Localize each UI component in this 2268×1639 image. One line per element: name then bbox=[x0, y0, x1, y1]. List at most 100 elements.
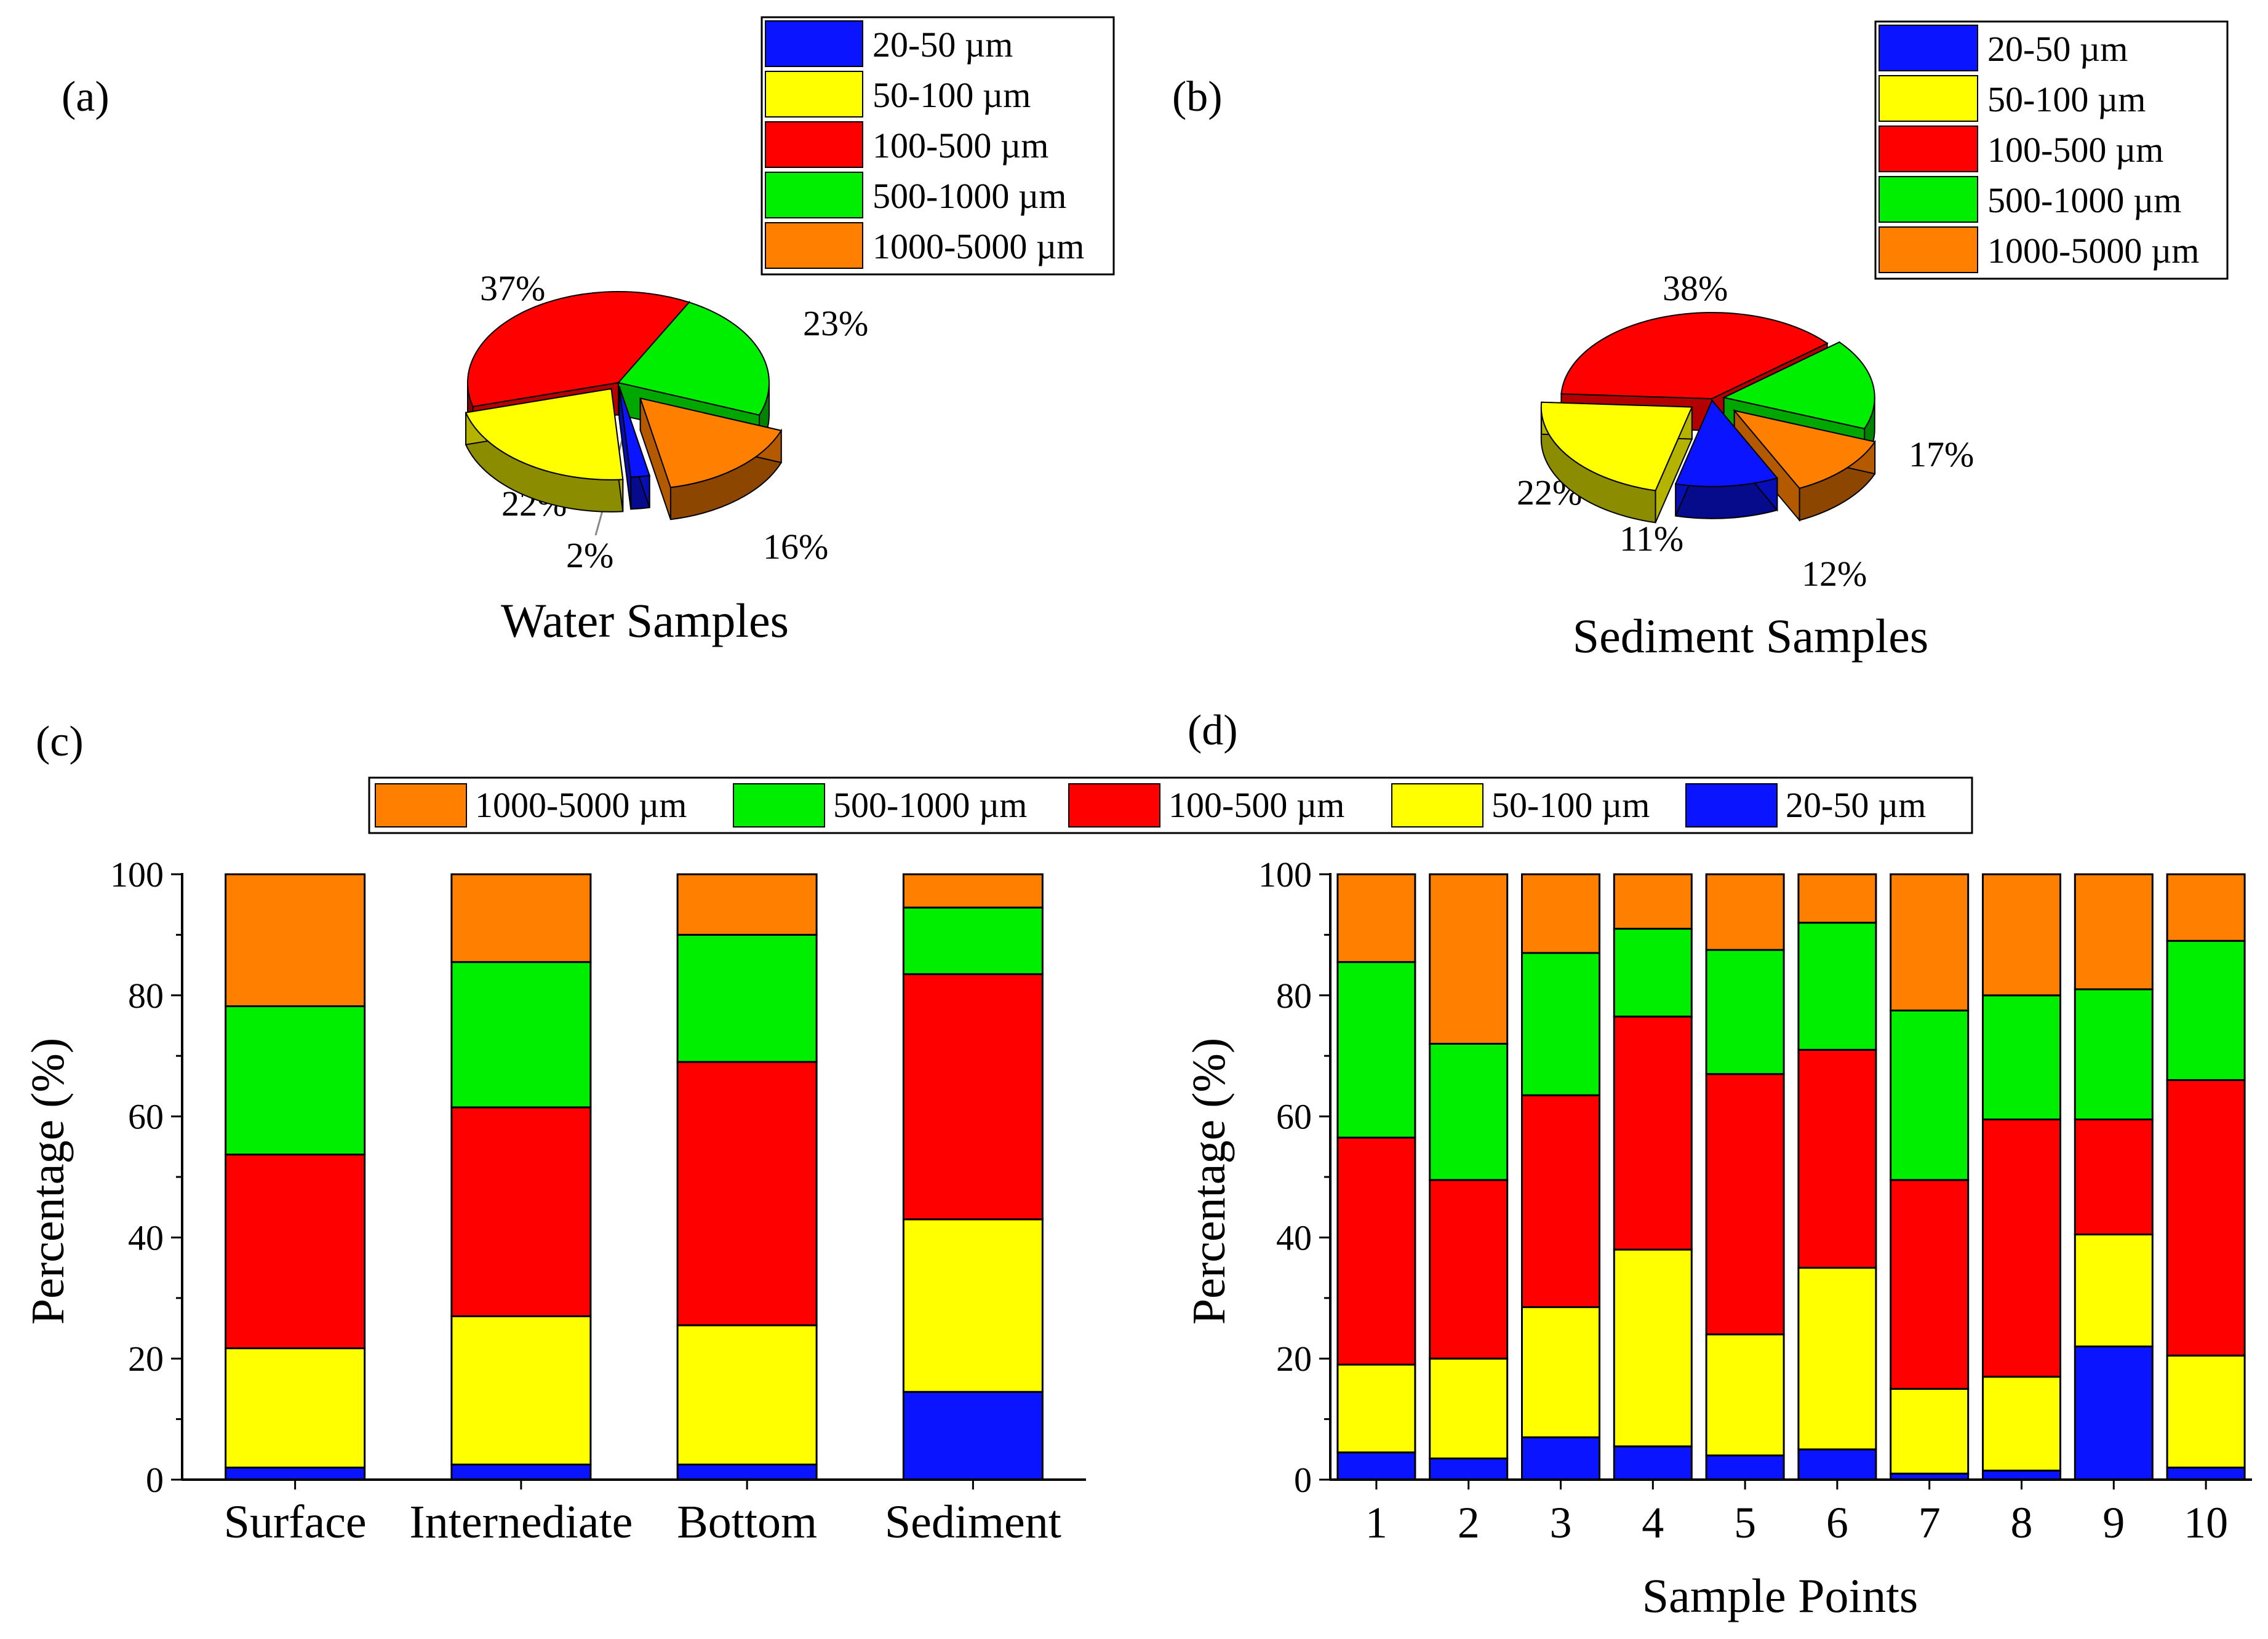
chart-c-ytick-0: 0 bbox=[146, 1460, 164, 1500]
chart-c-bar-internediate-500-1000-m bbox=[450, 961, 592, 1109]
chart-d-bar-8-500-1000-m bbox=[1982, 994, 2061, 1121]
chart-d-bar-3-100-500-m bbox=[1521, 1094, 1600, 1309]
shared-legend-text-500-1000-m: 500-1000 µm bbox=[833, 785, 1027, 825]
chart-d-bar-10-100-500-m bbox=[2166, 1079, 2246, 1357]
chart-c-bar-bottom-500-1000-m bbox=[676, 933, 818, 1063]
chart-c-bar-surface-20-50-m bbox=[225, 1466, 366, 1481]
chart-d-xtick-6: 6 bbox=[1826, 1498, 1848, 1547]
chart-d-bar-5-100-500-m bbox=[1705, 1073, 1785, 1336]
chart-d-bar-7-500-1000-m bbox=[1890, 1009, 1970, 1181]
chart-d-xtick-7: 7 bbox=[1919, 1498, 1941, 1547]
legend-b-text-100-500-m: 100-500 µm bbox=[1987, 130, 2163, 170]
chart-c-bar-surface-500-1000-m bbox=[225, 1005, 366, 1156]
pie-b-label-38: 38% bbox=[1663, 268, 1728, 308]
chart-d-bar-4-50-100-m bbox=[1613, 1248, 1693, 1448]
panel-label-b: (b) bbox=[1172, 73, 1223, 121]
chart-d-bar-1-100-500-m bbox=[1336, 1136, 1416, 1366]
legend-b-swatch-100-500-m bbox=[1879, 126, 1978, 172]
chart-d-bar-1-1000-5000-m bbox=[1336, 873, 1416, 963]
chart-c-bar-bottom-50-100-m bbox=[676, 1324, 818, 1466]
chart-d-bar-1-50-100-m bbox=[1336, 1363, 1416, 1454]
chart-d-bar-3-1000-5000-m bbox=[1521, 873, 1600, 954]
chart-d-xtick-2: 2 bbox=[1458, 1498, 1480, 1547]
legend-a-swatch-500-1000-m bbox=[765, 172, 863, 218]
chart-d-bar-9-50-100-m bbox=[2074, 1233, 2154, 1348]
chart-c-xtick-sediment: Sediment bbox=[885, 1496, 1061, 1548]
chart-d-bar-5-20-50-m bbox=[1705, 1454, 1785, 1481]
chart-c-bar-sediment-500-1000-m bbox=[902, 906, 1044, 975]
shared-legend-swatch-100-500-m bbox=[1068, 783, 1160, 827]
chart-d-xlabel: Sample Points bbox=[1642, 1569, 1919, 1622]
shared-legend-swatch-20-50-m bbox=[1685, 783, 1778, 827]
panel-label-a: (a) bbox=[62, 73, 110, 121]
chart-c-ytick-80: 80 bbox=[128, 976, 164, 1016]
shared-legend-swatch-50-100-m bbox=[1391, 783, 1483, 827]
chart-c-xtick-surface: Surface bbox=[224, 1496, 367, 1548]
chart-c-bar-internediate-1000-5000-m bbox=[450, 873, 592, 963]
chart-c-xtick-bottom: Bottom bbox=[677, 1496, 817, 1548]
chart-d-bar-10-1000-5000-m bbox=[2166, 873, 2246, 942]
chart-d-bar-6-20-50-m bbox=[1797, 1448, 1877, 1481]
pie-a-label-23: 23% bbox=[803, 303, 868, 343]
pie-a-label-37: 37% bbox=[480, 268, 545, 308]
pie-a-slice-1000-5000-m bbox=[639, 397, 783, 520]
legend-a-text-50-100-m: 50-100 µm bbox=[872, 75, 1031, 115]
legend-a-text-1000-5000-m: 1000-5000 µm bbox=[872, 226, 1084, 266]
chart-c-ylabel: Percentage (%) bbox=[22, 1038, 74, 1325]
chart-c-bar-sediment-100-500-m bbox=[902, 973, 1044, 1221]
chart-d-bar-7-50-100-m bbox=[1890, 1387, 1970, 1475]
chart-d-bar-10-500-1000-m bbox=[2166, 939, 2246, 1082]
chart-d-xtick-1: 1 bbox=[1365, 1498, 1388, 1547]
legend-b-swatch-500-1000-m bbox=[1879, 176, 1978, 223]
chart-d-ytick-0: 0 bbox=[1294, 1460, 1312, 1500]
chart-d-ytick-80: 80 bbox=[1276, 976, 1312, 1016]
chart-d-bar-7-100-500-m bbox=[1890, 1179, 1970, 1390]
shared-legend: 1000-5000 µm 500-1000 µm 100-500 µm 50-100 … bbox=[368, 776, 1973, 834]
pie-b bbox=[1540, 312, 1876, 524]
chart-d-bar-6-50-100-m bbox=[1797, 1267, 1877, 1451]
chart-c-bar-surface-50-100-m bbox=[225, 1347, 366, 1469]
chart-d-bar-1-500-1000-m bbox=[1336, 961, 1416, 1139]
legend-b-text-1000-5000-m: 1000-5000 µm bbox=[1987, 231, 2199, 271]
chart-d-ytick-40: 40 bbox=[1276, 1218, 1312, 1258]
chart-d-bar-7-1000-5000-m bbox=[1890, 873, 1970, 1011]
bar-chart-c: Surface Internediate Bottom Sediment 0 20 40 60… bbox=[110, 855, 1086, 1548]
pie-a-label-16: 16% bbox=[763, 527, 828, 567]
legend-b-swatch-20-50-m bbox=[1879, 25, 1978, 71]
chart-c-bar-sediment-50-100-m bbox=[902, 1218, 1044, 1393]
shared-legend-swatch-500-1000-m bbox=[733, 783, 825, 827]
chart-d-ytick-60: 60 bbox=[1276, 1097, 1312, 1137]
legend-b-text-20-50-m: 20-50 µm bbox=[1987, 29, 2128, 69]
legend-a-swatch-20-50-m bbox=[765, 20, 863, 67]
chart-d-bar-2-1000-5000-m bbox=[1429, 873, 1509, 1045]
chart-d-xtick-9: 9 bbox=[2102, 1498, 2125, 1547]
chart-d-bar-2-20-50-m bbox=[1429, 1458, 1509, 1481]
pie-b-title: Sediment Samples bbox=[1573, 609, 1928, 663]
pie-b-slice-20-50-m bbox=[1674, 399, 1779, 519]
pie-a-title: Water Samples bbox=[501, 594, 789, 647]
chart-d-ylabel: Percentage (%) bbox=[1183, 1038, 1235, 1325]
legend-b-text-50-100-m: 50-100 µm bbox=[1987, 79, 2146, 119]
chart-d-ytick-20: 20 bbox=[1276, 1339, 1312, 1379]
chart-d-bar-5-50-100-m bbox=[1705, 1333, 1785, 1457]
shared-legend-text-100-500-m: 100-500 µm bbox=[1168, 785, 1344, 825]
pie-b-label-11: 11% bbox=[1619, 519, 1683, 559]
chart-d-bar-8-50-100-m bbox=[1982, 1376, 2061, 1472]
chart-d-xtick-10: 10 bbox=[2184, 1498, 2228, 1547]
chart-c-bar-internediate-100-500-m bbox=[450, 1106, 592, 1317]
chart-d-bar-2-50-100-m bbox=[1429, 1357, 1509, 1460]
chart-d-bar-9-1000-5000-m bbox=[2074, 873, 2154, 991]
chart-d-bar-4-20-50-m bbox=[1613, 1445, 1693, 1481]
chart-c-ytick-100: 100 bbox=[110, 855, 164, 895]
panel-label-c: (c) bbox=[36, 718, 84, 765]
shared-legend-swatch-1000-5000-m bbox=[375, 783, 467, 827]
legend-a-text-500-1000-m: 500-1000 µm bbox=[872, 176, 1066, 216]
chart-d-xtick-4: 4 bbox=[1642, 1498, 1664, 1547]
chart-d-xtick-5: 5 bbox=[1734, 1498, 1756, 1547]
pie-a-slice-50-100-m bbox=[465, 388, 624, 512]
chart-d-bar-6-100-500-m bbox=[1797, 1048, 1877, 1269]
legend-b-swatch-50-100-m bbox=[1879, 75, 1978, 122]
pie-a-slice-20-50-m bbox=[618, 386, 651, 510]
